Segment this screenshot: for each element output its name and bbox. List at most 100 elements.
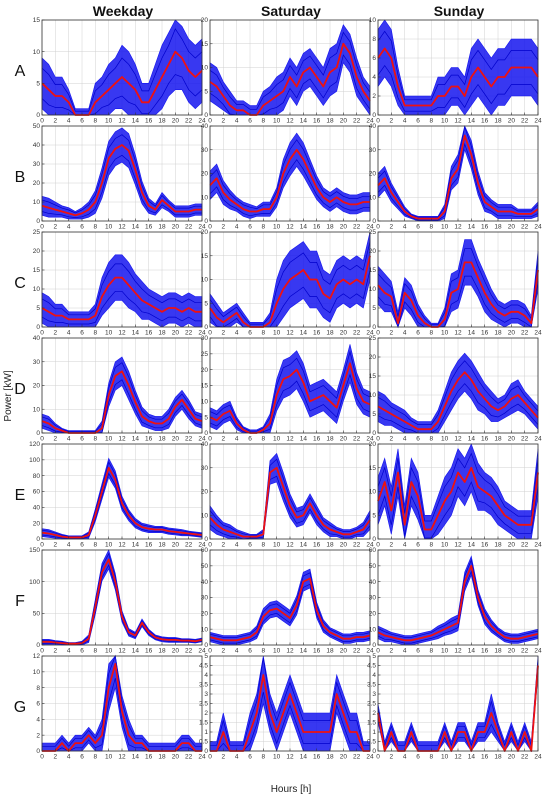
panel-c-sunday-band-trace-0 <box>377 275 539 329</box>
panel-b-sunday-ytick-label-1: 10 <box>369 194 377 201</box>
panel-f-weekday-ytick-label-3: 150 <box>29 547 40 554</box>
panel-c-weekday-xtick-label-4: 4 <box>67 330 71 337</box>
panel-d-saturday-xtick-label-20: 20 <box>340 436 348 443</box>
panel-c-saturday-xtick-label-16: 16 <box>313 330 321 337</box>
panel-a-weekday-band-trace-0 <box>41 74 203 116</box>
panel-d-saturday-ytick-label-6: 30 <box>201 335 209 342</box>
panel-b-sunday-xtick-label-22: 22 <box>521 224 529 231</box>
panel-e-sunday-xtick-label-0: 0 <box>376 542 380 549</box>
panel-f-saturday-xtick-label-16: 16 <box>313 648 321 655</box>
panel-d-weekday-xtick-label-0: 0 <box>40 436 44 443</box>
panel-a-weekday-mean-series <box>41 50 203 116</box>
panel-g-sunday-ytick-label-4: 2 <box>372 710 376 717</box>
panel-c-saturday-ytick-label-0: 0 <box>204 324 208 331</box>
panel-g-sunday-xtick-label-24: 24 <box>534 754 542 761</box>
panel-g-saturday-xtick-label-12: 12 <box>286 754 294 761</box>
panel-d-sunday-xtick-label-18: 18 <box>494 436 502 443</box>
panel-c-saturday-ytick-label-2: 10 <box>201 277 209 284</box>
panel-f-saturday-ytick-label-5: 50 <box>201 563 209 570</box>
row-letter-a: A <box>15 63 26 80</box>
panel-b-saturday-band-trace-0 <box>209 159 370 217</box>
panel-g-weekday-xtick-label-8: 8 <box>94 754 98 761</box>
panel-d-saturday-ytick-label-4: 20 <box>201 367 209 374</box>
panel-a-weekday-xtick-label-8: 8 <box>94 118 98 125</box>
panel-g-saturday-xtick-label-8: 8 <box>262 754 266 761</box>
panel-b-sunday-band-trace-2 <box>377 125 539 218</box>
panel-b-sunday-xtick-label-24: 24 <box>534 224 542 231</box>
panel-c-saturday-ytick-label-3: 15 <box>201 253 209 260</box>
panel-b-sunday-xtick-label-18: 18 <box>494 224 502 231</box>
panel-g-saturday-ytick-label-0: 0 <box>204 748 208 755</box>
panel-c-saturday-xtick-label-12: 12 <box>286 330 294 337</box>
panel-g-saturday-ytick-label-4: 2 <box>204 710 208 717</box>
column-title-weekday: Weekday <box>93 3 154 19</box>
panel-g-saturday-ytick-label-6: 3 <box>204 691 208 698</box>
panel-c-saturday-xtick-label-0: 0 <box>208 330 212 337</box>
panel-g-weekday-xtick-label-22: 22 <box>185 754 193 761</box>
panel-g-sunday-ytick-label-5: 2.5 <box>367 701 376 708</box>
panel-e-sunday-band-trace-0 <box>377 481 539 539</box>
panel-a-saturday-xtick-label-10: 10 <box>273 118 281 125</box>
panel-f-sunday-ytick-label-6: 60 <box>369 547 377 554</box>
panel-d-weekday-xtick-label-4: 4 <box>67 436 71 443</box>
panel-g-saturday-ytick-label-2: 1 <box>204 729 208 736</box>
panel-e-saturday-xtick-label-2: 2 <box>222 542 226 549</box>
panel-b-weekday-xtick-label-12: 12 <box>118 224 126 231</box>
panel-f-saturday-band-trace-2 <box>209 572 371 638</box>
panel-a-saturday-xtick-label-2: 2 <box>222 118 226 125</box>
panel-d-sunday-ytick-label-3: 15 <box>369 373 377 380</box>
panel-a-sunday-xtick-label-20: 20 <box>508 118 516 125</box>
panel-f-saturday-xtick-label-14: 14 <box>300 648 308 655</box>
panel-e-saturday-band-trace-2 <box>209 458 371 536</box>
panel-d-sunday-xtick-label-14: 14 <box>468 436 476 443</box>
panel-f-weekday-xtick-label-18: 18 <box>158 648 166 655</box>
panel-g-weekday-xtick-label-20: 20 <box>172 754 180 761</box>
panel-c-saturday-xtick-label-8: 8 <box>262 330 266 337</box>
panel-d-sunday-xtick-label-12: 12 <box>454 436 462 443</box>
panel-a-weekday-ytick-label-2: 10 <box>33 49 41 56</box>
panel-b-sunday-xtick-label-12: 12 <box>454 224 462 231</box>
panel-f-weekday-xtick-label-24: 24 <box>198 648 206 655</box>
panel-g-saturday-xtick-label-16: 16 <box>313 754 321 761</box>
panel-d-weekday-xtick-label-8: 8 <box>94 436 98 443</box>
panel-d-saturday-ytick-label-0: 0 <box>204 430 208 437</box>
panel-g-saturday-xtick-label-2: 2 <box>222 754 226 761</box>
panel-b-sunday-xtick-label-8: 8 <box>430 224 434 231</box>
panel-f-weekday-ytick-label-1: 50 <box>33 611 41 618</box>
panel-f-weekday-ytick-label-0: 0 <box>36 642 40 649</box>
panel-g-weekday-xtick-label-12: 12 <box>118 754 126 761</box>
panel-b-sunday-mean-series <box>377 134 539 220</box>
panel-b-saturday-ytick-label-2: 20 <box>201 171 209 178</box>
panel-d-saturday-xtick-label-18: 18 <box>326 436 334 443</box>
panel-f-weekday-ytick-label-2: 100 <box>29 579 40 586</box>
panel-d-sunday-band-trace-2 <box>377 360 539 425</box>
panel-c-sunday-xtick-label-14: 14 <box>468 330 476 337</box>
panel-e-saturday-xtick-label-0: 0 <box>208 542 212 549</box>
panel-e-sunday-xtick-label-22: 22 <box>521 542 529 549</box>
panel-g-saturday-xtick-label-6: 6 <box>248 754 252 761</box>
panel-d-weekday-xtick-label-24: 24 <box>198 436 206 443</box>
panel-b-weekday-xtick-label-24: 24 <box>198 224 206 231</box>
panel-c-saturday-xtick-label-14: 14 <box>300 330 308 337</box>
panel-g-weekday-xtick-label-2: 2 <box>54 754 58 761</box>
panel-g-weekday-ytick-label-3: 6 <box>36 701 40 708</box>
panel-c-weekday-ytick-label-5: 25 <box>33 229 41 236</box>
panel-c-weekday-xtick-label-2: 2 <box>54 330 58 337</box>
panel-c-weekday-band-trace-0 <box>41 290 202 325</box>
panel-a-weekday-xtick-label-2: 2 <box>54 118 58 125</box>
panel-e-weekday-xtick-label-22: 22 <box>185 542 193 549</box>
panel-d-saturday-xtick-label-10: 10 <box>273 436 281 443</box>
panel-b-sunday-ytick-label-2: 20 <box>369 171 377 178</box>
panel-g-weekday-xtick-label-4: 4 <box>67 754 71 761</box>
panel-c-saturday-xtick-label-24: 24 <box>366 330 374 337</box>
panel-e-saturday-xtick-label-24: 24 <box>366 542 374 549</box>
panel-d-weekday-ytick-label-1: 10 <box>33 406 41 413</box>
panel-c-sunday-xtick-label-16: 16 <box>481 330 489 337</box>
panel-g-saturday-band-trace-2 <box>210 657 370 746</box>
panel-b-saturday-ytick-label-3: 30 <box>201 147 209 154</box>
